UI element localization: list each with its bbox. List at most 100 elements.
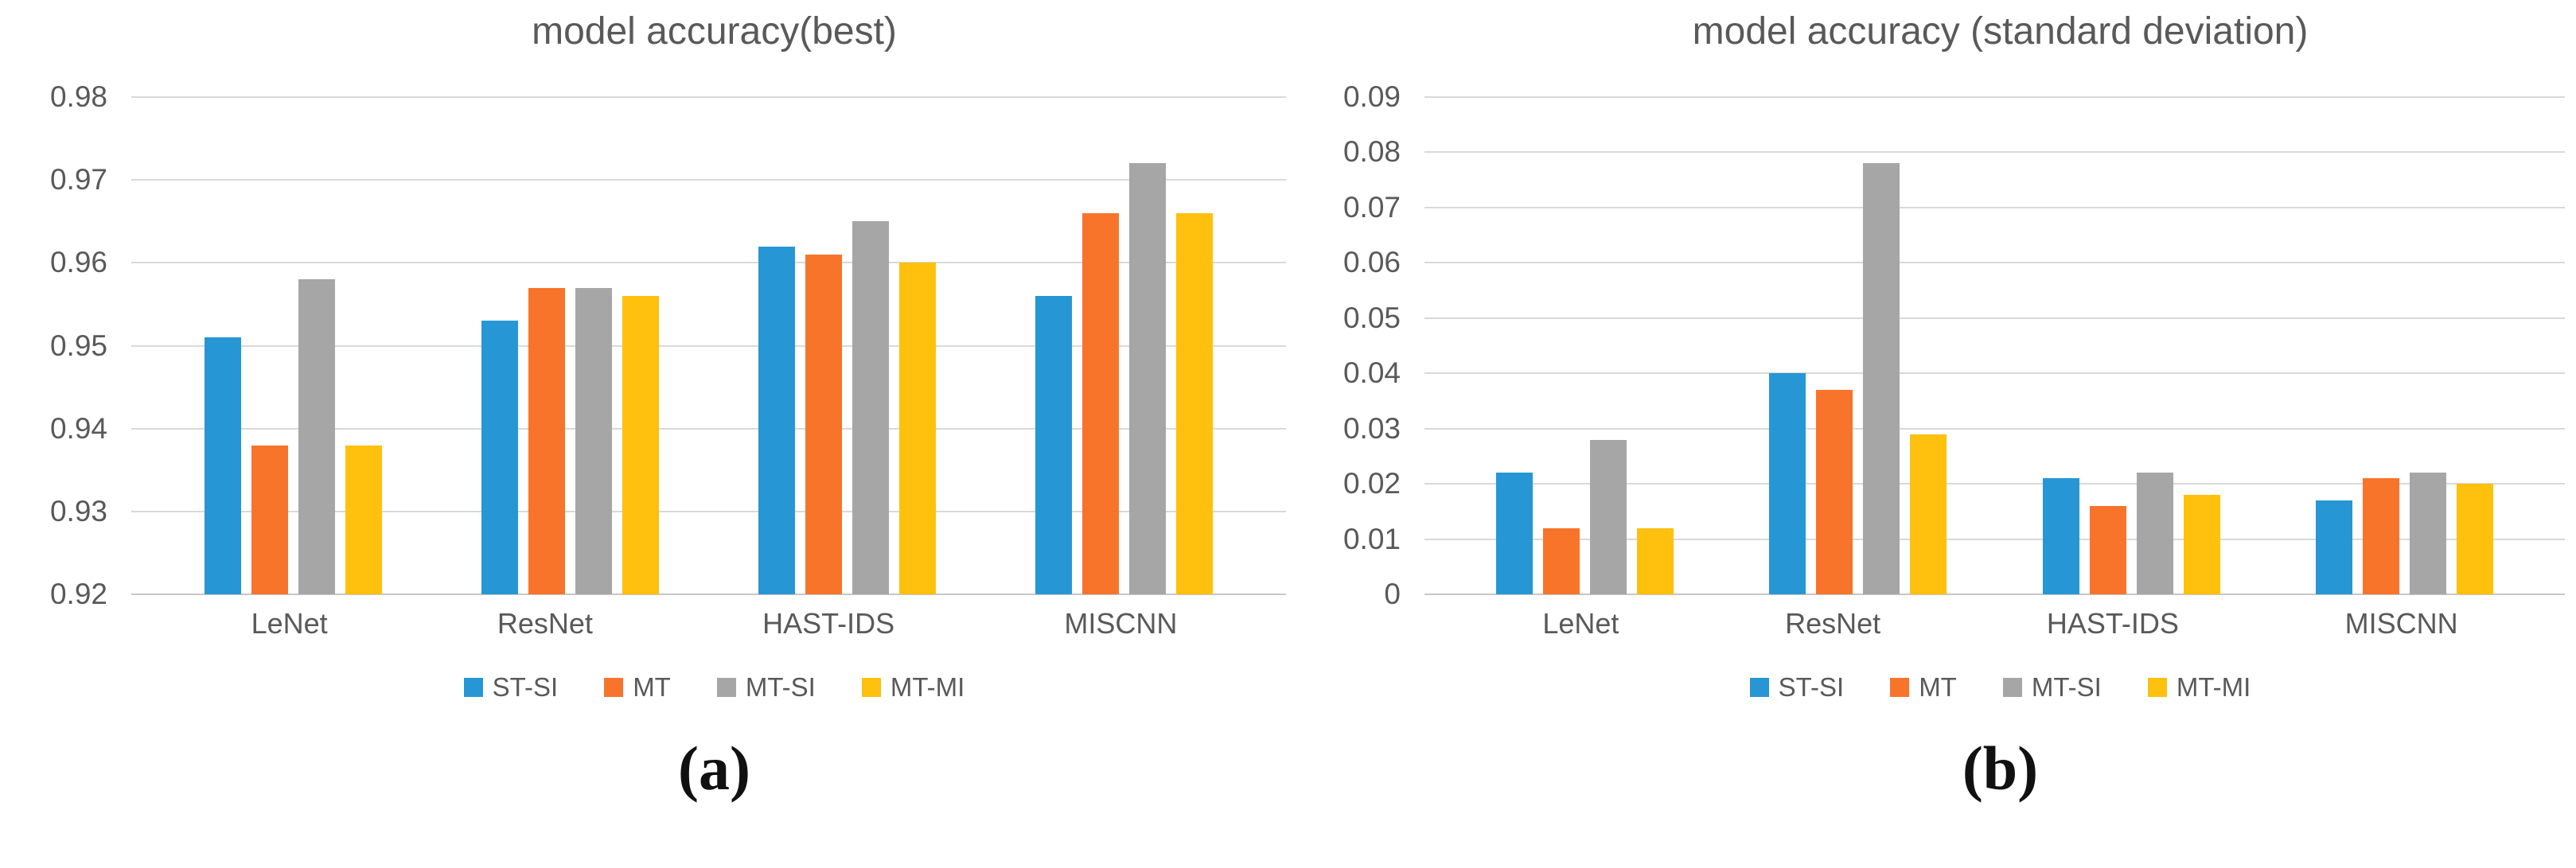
- bar-mt: [805, 254, 842, 594]
- gridline: [1424, 262, 2565, 264]
- bar-group-lenet: [1496, 97, 1674, 594]
- x-category-label: LeNet: [251, 607, 328, 640]
- bar-mt: [1543, 527, 1580, 594]
- x-axis-labels: LeNet ResNet HAST-IDS MISCNN: [131, 594, 1297, 640]
- bar-mt-mi: [622, 296, 660, 594]
- x-category-label: ResNet: [1785, 607, 1881, 640]
- y-tick-label: 0.09: [1343, 80, 1401, 113]
- gridline: [131, 96, 1286, 98]
- bar-group-hast-ids: [758, 97, 936, 594]
- x-axis-line: [131, 594, 1286, 595]
- gridline: [131, 179, 1286, 181]
- x-axis-line: [1424, 594, 2565, 595]
- legend-swatch-mt-si: [2002, 678, 2022, 697]
- bar-mt: [2089, 505, 2126, 594]
- plot-area: [1424, 96, 2565, 595]
- y-tick-label: 0.98: [49, 80, 107, 113]
- legend-item-mt: MT: [1890, 672, 1957, 703]
- gridline: [131, 510, 1286, 512]
- bar-group-miscnn: [2315, 97, 2493, 594]
- chart-a-title: model accuracy(best): [532, 10, 897, 53]
- legend-label: ST-SI: [492, 672, 559, 702]
- bar-mt-si: [852, 221, 889, 594]
- chart-b-body: 0.09 0.08 0.07 0.06 0.05 0.04 0.03 0.02 0.01 0: [1305, 80, 2576, 610]
- y-tick-label: 0.95: [49, 329, 107, 362]
- bar-group-lenet: [205, 97, 383, 594]
- bar-mt-si: [2409, 473, 2446, 594]
- gridline: [1424, 317, 2565, 319]
- chart-panel-a: model accuracy(best) 0.98 0.97 0.96 0.95 0.9…: [0, 10, 1297, 803]
- chart-b-title: model accuracy (standard deviation): [1692, 10, 2309, 53]
- bar-mt-mi: [345, 445, 383, 594]
- y-tick-label: 0.02: [1343, 467, 1401, 500]
- legend-item-st-si: ST-SI: [463, 672, 559, 703]
- bar-mt: [1081, 212, 1119, 594]
- legend-item-st-si: ST-SI: [1749, 672, 1845, 703]
- x-category-label: HAST-IDS: [2046, 607, 2179, 640]
- y-tick-label: 0.93: [49, 494, 107, 527]
- gridline: [1424, 372, 2565, 375]
- bar-mt: [1816, 390, 1853, 594]
- bar-st-si: [2315, 500, 2352, 594]
- bar-mt-mi: [898, 263, 936, 594]
- x-category-label: MISCNN: [1064, 607, 1178, 640]
- chart-panel-b: model accuracy (standard deviation) 0.09…: [1305, 0, 2576, 868]
- y-tick-label: 0.01: [1343, 522, 1401, 555]
- gridline: [1424, 538, 2565, 540]
- gridline: [1424, 206, 2565, 208]
- bar-group-miscnn: [1035, 97, 1213, 594]
- legend-label: MT-MI: [890, 672, 965, 702]
- y-axis: 0.98 0.97 0.96 0.95 0.94 0.93 0.92: [0, 80, 131, 610]
- y-tick-label: 0.97: [49, 163, 107, 197]
- x-axis-labels: LeNet ResNet HAST-IDS MISCNN: [1424, 594, 2576, 640]
- gridline: [1424, 427, 2565, 430]
- legend-label: MT-MI: [2176, 672, 2251, 702]
- x-category-label: HAST-IDS: [762, 607, 895, 640]
- bar-st-si: [1035, 296, 1072, 594]
- y-tick-label: 0.92: [49, 578, 107, 610]
- y-tick-label: 0.03: [1343, 411, 1401, 445]
- gridline: [131, 427, 1286, 430]
- legend: ST-SI MT MT-SI MT-MI: [1424, 672, 2576, 703]
- y-tick-label: 0.08: [1343, 135, 1401, 169]
- bar-mt: [251, 445, 289, 594]
- x-category-label: LeNet: [1542, 607, 1619, 640]
- bar-st-si: [1496, 473, 1534, 594]
- legend-swatch-mt-si: [716, 678, 736, 697]
- bar-mt-si: [1128, 163, 1166, 594]
- gridline: [131, 262, 1286, 264]
- bar-mt-mi: [1637, 527, 1674, 594]
- y-tick-label: 0.96: [49, 246, 107, 279]
- bar-mt-si: [2136, 473, 2173, 594]
- bar-st-si: [205, 337, 242, 594]
- legend-item-mt-mi: MT-MI: [861, 672, 965, 703]
- x-category-label: MISCNN: [2344, 607, 2458, 640]
- legend-item-mt-si: MT-SI: [2002, 672, 2102, 703]
- gridline: [1424, 96, 2565, 98]
- bar-mt-mi: [1175, 212, 1213, 594]
- bar-mt-mi: [2456, 484, 2493, 594]
- y-tick-label: 0.94: [49, 411, 107, 445]
- legend-label: MT-SI: [745, 672, 816, 702]
- legend-swatch-st-si: [463, 678, 483, 697]
- gridline: [131, 344, 1286, 347]
- y-tick-label: 0.04: [1343, 356, 1401, 390]
- legend-label: MT: [1919, 672, 1957, 702]
- bar-groups: [1424, 97, 2565, 594]
- bar-group-resnet: [481, 97, 660, 594]
- caption-a: (a): [678, 734, 750, 803]
- legend-swatch-st-si: [1749, 678, 1769, 697]
- legend-label: ST-SI: [1778, 672, 1845, 702]
- y-tick-label: 0: [1384, 578, 1401, 610]
- bar-mt: [2362, 478, 2399, 594]
- caption-b: (b): [1962, 734, 2039, 803]
- legend-swatch-mt: [1890, 678, 1910, 697]
- bar-mt-si: [298, 279, 336, 594]
- bar-mt: [528, 287, 566, 594]
- legend-item-mt-mi: MT-MI: [2147, 672, 2251, 703]
- bar-st-si: [758, 246, 795, 594]
- y-tick-label: 0.05: [1343, 301, 1401, 334]
- legend-item-mt: MT: [604, 672, 671, 703]
- bar-st-si: [481, 321, 519, 594]
